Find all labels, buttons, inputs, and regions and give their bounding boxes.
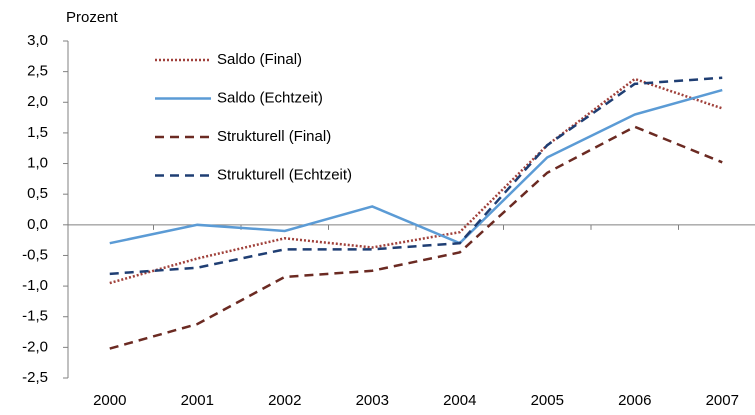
legend-label: Saldo (Echtzeit) [217, 89, 323, 106]
y-tick-label: 1,0 [27, 155, 48, 172]
legend-label: Strukturell (Echtzeit) [217, 166, 352, 183]
series-line [109, 88, 723, 245]
y-tick-label: 3,0 [27, 32, 48, 49]
x-tick-label: 2003 [356, 392, 389, 409]
y-tick-label: 0,0 [27, 216, 48, 233]
legend-label: Strukturell (Final) [217, 128, 331, 145]
x-tick-label: 2002 [268, 392, 301, 409]
y-tick-label: -1,5 [22, 308, 48, 325]
x-tick-label: 2007 [706, 392, 739, 409]
y-tick-label: -1,0 [22, 277, 48, 294]
series-line [109, 76, 723, 276]
x-tick-label: 2005 [531, 392, 564, 409]
y-tick-label: 2,5 [27, 63, 48, 80]
y-tick-label: -2,5 [22, 369, 48, 386]
series-line [109, 77, 723, 285]
x-tick-label: 2006 [618, 392, 651, 409]
x-tick-label: 2000 [93, 392, 126, 409]
y-axis-label: Prozent [66, 9, 119, 26]
y-tick-label: -2,0 [22, 338, 48, 355]
y-tick-label: -0,5 [22, 246, 48, 263]
y-tick-label: 2,0 [27, 93, 48, 110]
y-tick-label: 0,5 [27, 185, 48, 202]
series-line [109, 125, 723, 350]
x-tick-label: 2001 [181, 392, 214, 409]
legend-label: Saldo (Final) [217, 51, 302, 68]
x-tick-label: 2004 [443, 392, 476, 409]
y-tick-label: 1,5 [27, 124, 48, 141]
